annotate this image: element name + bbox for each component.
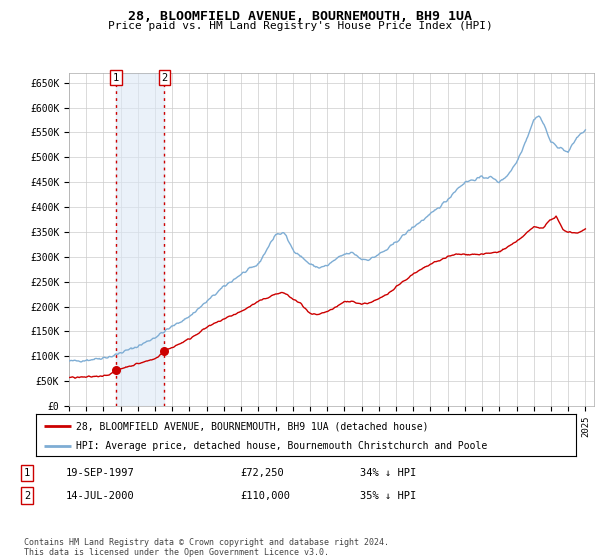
Text: 1: 1 bbox=[113, 73, 119, 83]
Text: Price paid vs. HM Land Registry's House Price Index (HPI): Price paid vs. HM Land Registry's House … bbox=[107, 21, 493, 31]
Text: 14-JUL-2000: 14-JUL-2000 bbox=[66, 491, 135, 501]
Text: 19-SEP-1997: 19-SEP-1997 bbox=[66, 468, 135, 478]
Text: 2: 2 bbox=[24, 491, 30, 501]
Bar bbox=[116, 73, 164, 406]
Text: 1: 1 bbox=[24, 468, 30, 478]
Text: HPI: Average price, detached house, Bournemouth Christchurch and Poole: HPI: Average price, detached house, Bour… bbox=[77, 441, 488, 451]
Text: 28, BLOOMFIELD AVENUE, BOURNEMOUTH, BH9 1UA (detached house): 28, BLOOMFIELD AVENUE, BOURNEMOUTH, BH9 … bbox=[77, 421, 429, 431]
Text: Contains HM Land Registry data © Crown copyright and database right 2024.
This d: Contains HM Land Registry data © Crown c… bbox=[24, 538, 389, 557]
Point bbox=[111, 366, 121, 375]
Text: 2: 2 bbox=[161, 73, 167, 83]
Text: 28, BLOOMFIELD AVENUE, BOURNEMOUTH, BH9 1UA: 28, BLOOMFIELD AVENUE, BOURNEMOUTH, BH9 … bbox=[128, 10, 472, 23]
Point bbox=[160, 347, 169, 356]
Text: 34% ↓ HPI: 34% ↓ HPI bbox=[360, 468, 416, 478]
Text: 35% ↓ HPI: 35% ↓ HPI bbox=[360, 491, 416, 501]
Text: £110,000: £110,000 bbox=[240, 491, 290, 501]
Text: £72,250: £72,250 bbox=[240, 468, 284, 478]
